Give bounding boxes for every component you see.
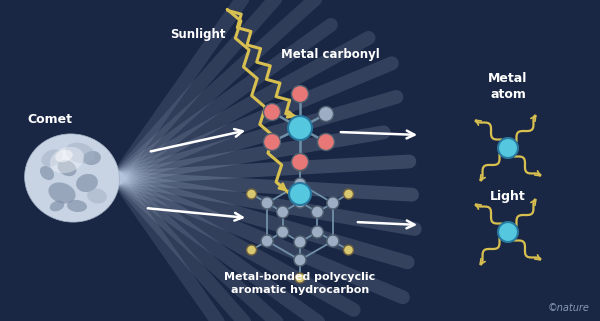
- Circle shape: [277, 226, 289, 238]
- Circle shape: [294, 236, 306, 248]
- Ellipse shape: [50, 147, 84, 173]
- Text: Light: Light: [490, 190, 526, 203]
- Circle shape: [294, 254, 306, 266]
- Circle shape: [292, 85, 308, 102]
- Circle shape: [294, 196, 306, 208]
- Circle shape: [292, 153, 308, 170]
- Circle shape: [498, 138, 518, 158]
- Text: Metal
atom: Metal atom: [488, 72, 527, 101]
- Circle shape: [327, 235, 339, 247]
- Circle shape: [263, 134, 281, 151]
- Text: Comet: Comet: [28, 113, 73, 126]
- Text: Metal carbonyl: Metal carbonyl: [281, 48, 379, 61]
- Circle shape: [327, 197, 339, 209]
- Circle shape: [319, 107, 334, 122]
- Text: Sunlight: Sunlight: [170, 28, 226, 41]
- Circle shape: [247, 245, 257, 255]
- Circle shape: [295, 273, 305, 283]
- Ellipse shape: [76, 174, 98, 192]
- Ellipse shape: [49, 182, 76, 204]
- Ellipse shape: [41, 149, 62, 167]
- Circle shape: [498, 222, 518, 242]
- Circle shape: [311, 226, 323, 238]
- Ellipse shape: [87, 188, 107, 204]
- Circle shape: [311, 206, 323, 218]
- Circle shape: [295, 161, 305, 171]
- Ellipse shape: [50, 201, 64, 211]
- Circle shape: [343, 189, 353, 199]
- Ellipse shape: [40, 166, 54, 180]
- Ellipse shape: [55, 150, 73, 162]
- Text: Metal-bonded polycyclic
aromatic hydrocarbon: Metal-bonded polycyclic aromatic hydroca…: [224, 272, 376, 295]
- Circle shape: [277, 206, 289, 218]
- Circle shape: [294, 178, 306, 190]
- Circle shape: [247, 189, 257, 199]
- Ellipse shape: [83, 151, 101, 165]
- Ellipse shape: [58, 160, 76, 176]
- Circle shape: [261, 235, 273, 247]
- Circle shape: [343, 245, 353, 255]
- Circle shape: [263, 103, 281, 120]
- Circle shape: [288, 116, 312, 140]
- Text: ©nature: ©nature: [548, 303, 590, 313]
- Circle shape: [261, 197, 273, 209]
- Ellipse shape: [25, 134, 119, 222]
- Circle shape: [317, 134, 335, 151]
- Circle shape: [289, 183, 311, 205]
- Ellipse shape: [65, 143, 95, 163]
- Ellipse shape: [67, 200, 87, 212]
